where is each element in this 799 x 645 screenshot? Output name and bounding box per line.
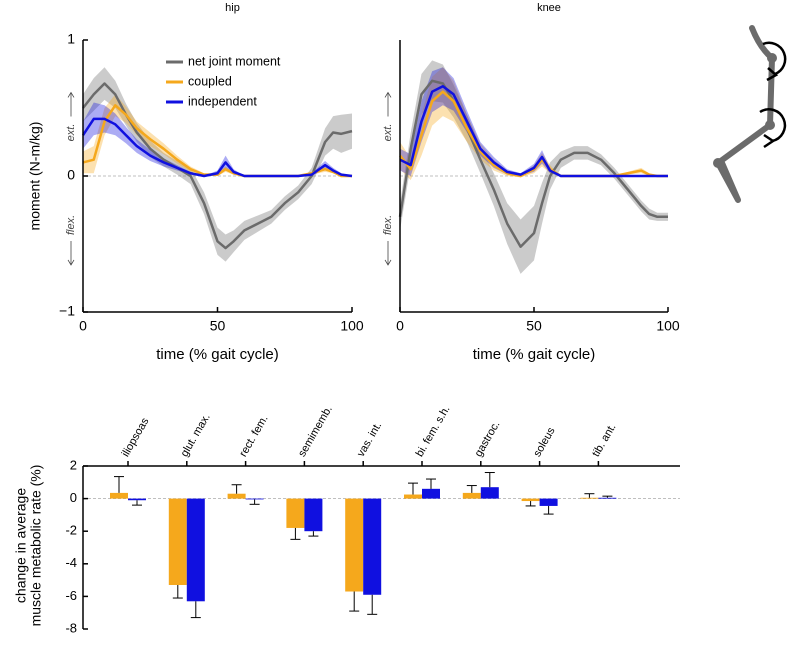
category-label: glut. max. — [179, 412, 213, 459]
bar — [481, 487, 499, 498]
legend-label: coupled — [188, 74, 232, 88]
legend-label: net joint moment — [188, 54, 281, 68]
y-axis-label: moment (N-m/kg) — [27, 122, 43, 231]
category-label: soleus — [531, 425, 558, 459]
bar — [540, 499, 558, 506]
y-tick-label: 1 — [67, 31, 75, 47]
category-label: bi. fem. s.h. — [414, 404, 453, 459]
bar — [128, 499, 146, 501]
chart-title: hip — [225, 2, 240, 14]
bar — [169, 499, 187, 585]
legend-label: independent — [188, 94, 257, 108]
x-tick-label: 50 — [526, 318, 542, 334]
bar — [363, 499, 381, 595]
x-tick-label: 0 — [79, 318, 87, 334]
bar — [522, 499, 540, 501]
y-tick-label: -2 — [65, 523, 77, 538]
bar — [228, 494, 246, 499]
bar — [404, 495, 422, 499]
bar — [304, 499, 322, 532]
y-axis-label: change in average — [13, 488, 29, 603]
category-label: tib. ant. — [590, 422, 618, 459]
x-tick-label: 100 — [340, 318, 364, 334]
x-tick-label: 100 — [656, 318, 680, 334]
bar — [345, 499, 363, 592]
y-tick-label: 2 — [70, 457, 77, 472]
category-label: gastroc. — [473, 419, 503, 459]
bar — [422, 489, 440, 499]
bar — [187, 499, 205, 602]
bar — [598, 498, 616, 499]
y-tick-label: -8 — [65, 620, 77, 635]
x-axis-label: time (% gait cycle) — [473, 346, 596, 363]
annotation: flex. — [382, 215, 394, 235]
x-tick-label: 50 — [210, 318, 226, 334]
bar — [463, 493, 481, 499]
category-label: vas. int. — [355, 420, 384, 459]
category-label: iliopsoas — [120, 415, 152, 459]
x-axis-label: time (% gait cycle) — [156, 346, 279, 363]
x-tick-label: 0 — [396, 318, 404, 334]
y-tick-label: 0 — [67, 167, 75, 183]
bar — [580, 498, 598, 499]
category-label: semimemb. — [296, 404, 335, 459]
annotation: ext. — [65, 124, 77, 142]
y-tick-label: −1 — [59, 303, 75, 319]
figure: hip050100−101time (% gait cycle)moment (… — [0, 0, 799, 645]
annotation: flex. — [65, 215, 77, 235]
chart-title: knee — [537, 2, 561, 14]
bar — [110, 493, 128, 499]
y-axis-label: muscle metabolic rate (%) — [28, 465, 44, 627]
bar — [286, 499, 304, 528]
leg-diagram — [713, 28, 785, 200]
y-tick-label: -6 — [65, 588, 77, 603]
bar — [246, 499, 264, 500]
category-label: rect. fem. — [237, 413, 270, 459]
annotation: ext. — [382, 124, 394, 142]
y-tick-label: -4 — [65, 555, 77, 570]
y-tick-label: 0 — [70, 490, 77, 505]
